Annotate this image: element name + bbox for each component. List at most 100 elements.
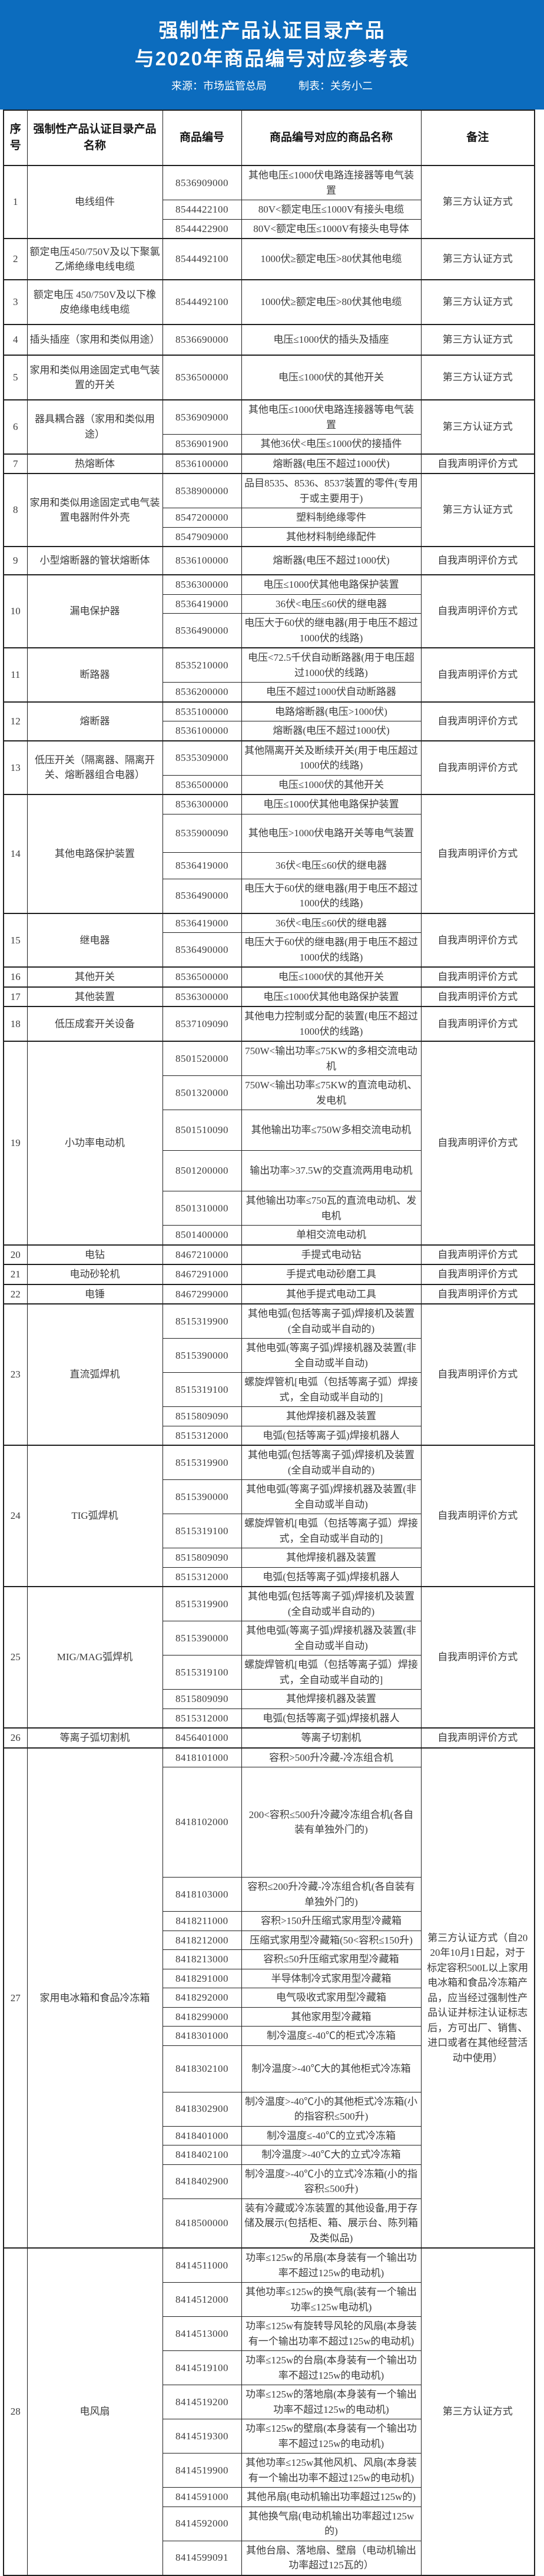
product-name-cell: 其他开关 [26,966,163,987]
commodity-name-cell: 制冷温度≤-40℃的柜式冷冻箱 [241,2026,422,2046]
row-serial-cell: 20 [3,1244,28,1265]
hs-code-cell: 8418101000 [162,1747,242,1767]
hs-code-cell: 8536200000 [162,682,242,702]
remark-cell: 第三方认证方式 [420,324,535,356]
product-name-cell: 电钻 [26,1244,163,1265]
hs-code-cell: 8536419000 [162,852,242,879]
hs-code-cell: 8536500000 [162,774,242,795]
col-header-remark: 备注 [420,110,535,166]
hs-code-cell: 8418291000 [162,1968,242,1988]
commodity-name-cell: 功率≤125w的壁扇(本身装有一个输出功率不超过125w的电动机) [241,2419,422,2454]
table-row: 8536490000 电压大于60伏的继电器(用于电压不超过1000伏的线路) [4,613,535,648]
hs-code-cell: 8544422900 [162,218,242,239]
table-row: 7 热熔断体 8536100000 熔断器(电压不超过1000伏) 自我声明评价方式 [3,453,535,474]
commodity-name-cell: 功率≤125w的台扇(本身装有一个输出功率不超过125w的电动机) [241,2350,422,2385]
table-row: 8515319100 螺旋焊管机[电弧（包括等离子弧）焊接式，全自动或半自动的] [4,1514,535,1548]
hs-code-cell: 8536100000 [162,546,242,575]
row-serial-cell: 21 [3,1264,28,1284]
product-name-cell: 电线组件 [26,165,163,239]
row-serial-cell: 19 [3,1041,28,1245]
hs-code-cell: 8515312000 [162,1708,242,1729]
remark-cell: 自我声明评价方式 [420,740,535,795]
hs-code-cell: 8467291000 [162,1264,242,1284]
hs-code-cell: 8515319100 [162,1514,242,1548]
table-row: 8501310000 其他输出功率≤750瓦的直流电动机、发电机 [4,1191,535,1226]
hs-code-cell: 8414519900 [162,2453,242,2488]
hs-code-cell: 8544492100 [162,279,242,325]
reference-table: 序号 强制性产品认证目录产品名称 商品编号 商品编号对应的商品名称 备注 1 电线… [3,110,535,2576]
commodity-name-cell: 电压不超过1000伏自动断路器 [241,682,422,702]
row-serial-cell: 1 [3,165,28,239]
commodity-name-cell: 电压≤1000伏的其他开关 [241,774,422,795]
row-serial-cell: 27 [3,1747,28,2249]
hs-code-cell: 8536300000 [162,574,242,595]
hs-code-cell: 8515312000 [162,1567,242,1587]
table-row: 23 直流弧焊机 8515319900 其他电弧(包括等离子弧)焊接机及装置(全自动或… [3,1303,535,1446]
hs-code-cell: 8414592000 [162,2506,242,2541]
hs-code-cell: 8515390000 [162,1338,242,1373]
hs-code-cell: 8418302100 [162,2045,242,2092]
hs-code-cell: 8418302900 [162,2091,242,2127]
commodity-name-cell: 半导体制冷式家用型冷藏箱 [241,1968,422,1988]
hs-code-cell: 8414599091 [162,2540,242,2575]
remark-cell: 自我声明评价方式 [420,1041,535,1245]
table-row: 8515390000 其他电弧(等离子弧)焊接机器及装置(非全自动或半自动) [4,1479,535,1514]
remark-cell: 自我声明评价方式 [420,1006,535,1042]
commodity-name-cell: 其他电压≤1000伏电路连接器等电气装置 [241,399,422,435]
product-name-cell: 低压成套开关设备 [26,1006,163,1042]
hs-code-cell: 8544492100 [162,238,242,280]
source-label: 来源：市场监管总局 [171,80,267,92]
row-serial-cell: 17 [3,986,28,1007]
remark-cell: 自我声明评价方式 [420,453,535,474]
commodity-name-cell: 其他电弧(包括等离子弧)焊接机及装置(全自动或半自动的) [241,1445,422,1480]
hs-code-cell: 8515319100 [162,1655,242,1690]
row-serial-cell: 25 [3,1586,28,1729]
hs-code-cell: 8418402100 [162,2145,242,2165]
commodity-name-cell: 750W<输出功率≤75KW的直流电动机、发电机 [241,1075,422,1110]
product-name-cell: 熔断器 [26,701,163,741]
remark-cell: 第三方认证方式 [420,238,535,280]
col-header-product: 强制性产品认证目录产品名称 [26,110,163,166]
commodity-name-cell: 手提式电动砂磨工具 [241,1264,422,1284]
table-row: 8536490000 电压大于60伏的继电器(用于电压不超过1000伏的线路) [4,878,535,913]
table-row: 8418213000 容积≤50升压缩式家用型冷藏箱 [4,1949,535,1969]
commodity-name-cell: 装有冷藏或冷冻装置的其他设备,用于存储及展示(包括柜、箱、展示台、陈列箱及类似品… [241,2198,422,2249]
page-title-line2: 与2020年商品编号对应参考表 [134,47,410,69]
product-name-cell: 其他装置 [26,986,163,1007]
row-serial-cell: 9 [3,546,28,575]
commodity-name-cell: 750W<输出功率≤75KW的多相交流电动机 [241,1041,422,1076]
col-header-hs-code: 商品编号 [162,110,242,166]
product-name-cell: 器具耦合器（家用和类似用途） [26,399,163,454]
table-row: 8547909000 其他材料制绝缘配件 [4,527,535,547]
product-name-cell: 漏电保护器 [26,574,163,648]
table-row: 8544422100 80V<额定电压≤1000V有接头电缆 [4,200,535,220]
remark-cell: 自我声明评价方式 [420,966,535,987]
commodity-name-cell: 熔断器(电压不超过1000伏) [241,546,422,575]
table-row: 8418299000 其他家用型冷藏箱 [4,2007,535,2027]
commodity-name-cell: 其他电力控制或分配的装置(电压不超过1000伏的线路) [241,1006,422,1042]
hs-code-cell: 8536419000 [162,594,242,614]
table-row: 8501200000 输出功率>37.5W的交直流两用电动机 [4,1150,535,1191]
hs-code-cell: 8515809090 [162,1548,242,1568]
remark-cell: 自我声明评价方式 [420,794,535,913]
remark-cell: 自我声明评价方式 [420,1727,535,1748]
hs-code-cell: 8414513000 [162,2316,242,2351]
table-row: 20 电钻 8467210000 手提式电动钻 自我声明评价方式 [3,1244,535,1265]
hs-code-cell: 8536909000 [162,399,242,435]
commodity-name-cell: 单相交流电动机 [241,1225,422,1245]
hs-code-cell: 8547909000 [162,527,242,547]
hs-code-cell: 8501310000 [162,1191,242,1226]
hs-code-cell: 8535100000 [162,701,242,721]
commodity-name-cell: 其他输出功率≤750W多相交流电动机 [241,1110,422,1151]
commodity-name-cell: 其他隔离开关及断续开关(用于电压超过1000伏的线路) [241,740,422,776]
hs-code-cell: 8515319900 [162,1303,242,1339]
table-row: 5 家用和类似用途固定式电气装置的开关 8536500000 电压≤1000伏的其他开… [3,355,535,400]
hs-code-cell: 8501200000 [162,1150,242,1191]
table-row: 8536419000 36伏<电压≤60伏的继电器 [4,594,535,614]
product-name-cell: 电动砂轮机 [26,1264,163,1284]
hs-code-cell: 8414519100 [162,2350,242,2385]
hs-code-cell: 8418292000 [162,1988,242,2008]
hs-code-cell: 8536690000 [162,324,242,356]
row-serial-cell: 22 [3,1283,28,1304]
table-row: 14 其他电路保护装置 8536300000 电压≤1000伏其他电路保护装置 自我声明… [3,794,535,913]
